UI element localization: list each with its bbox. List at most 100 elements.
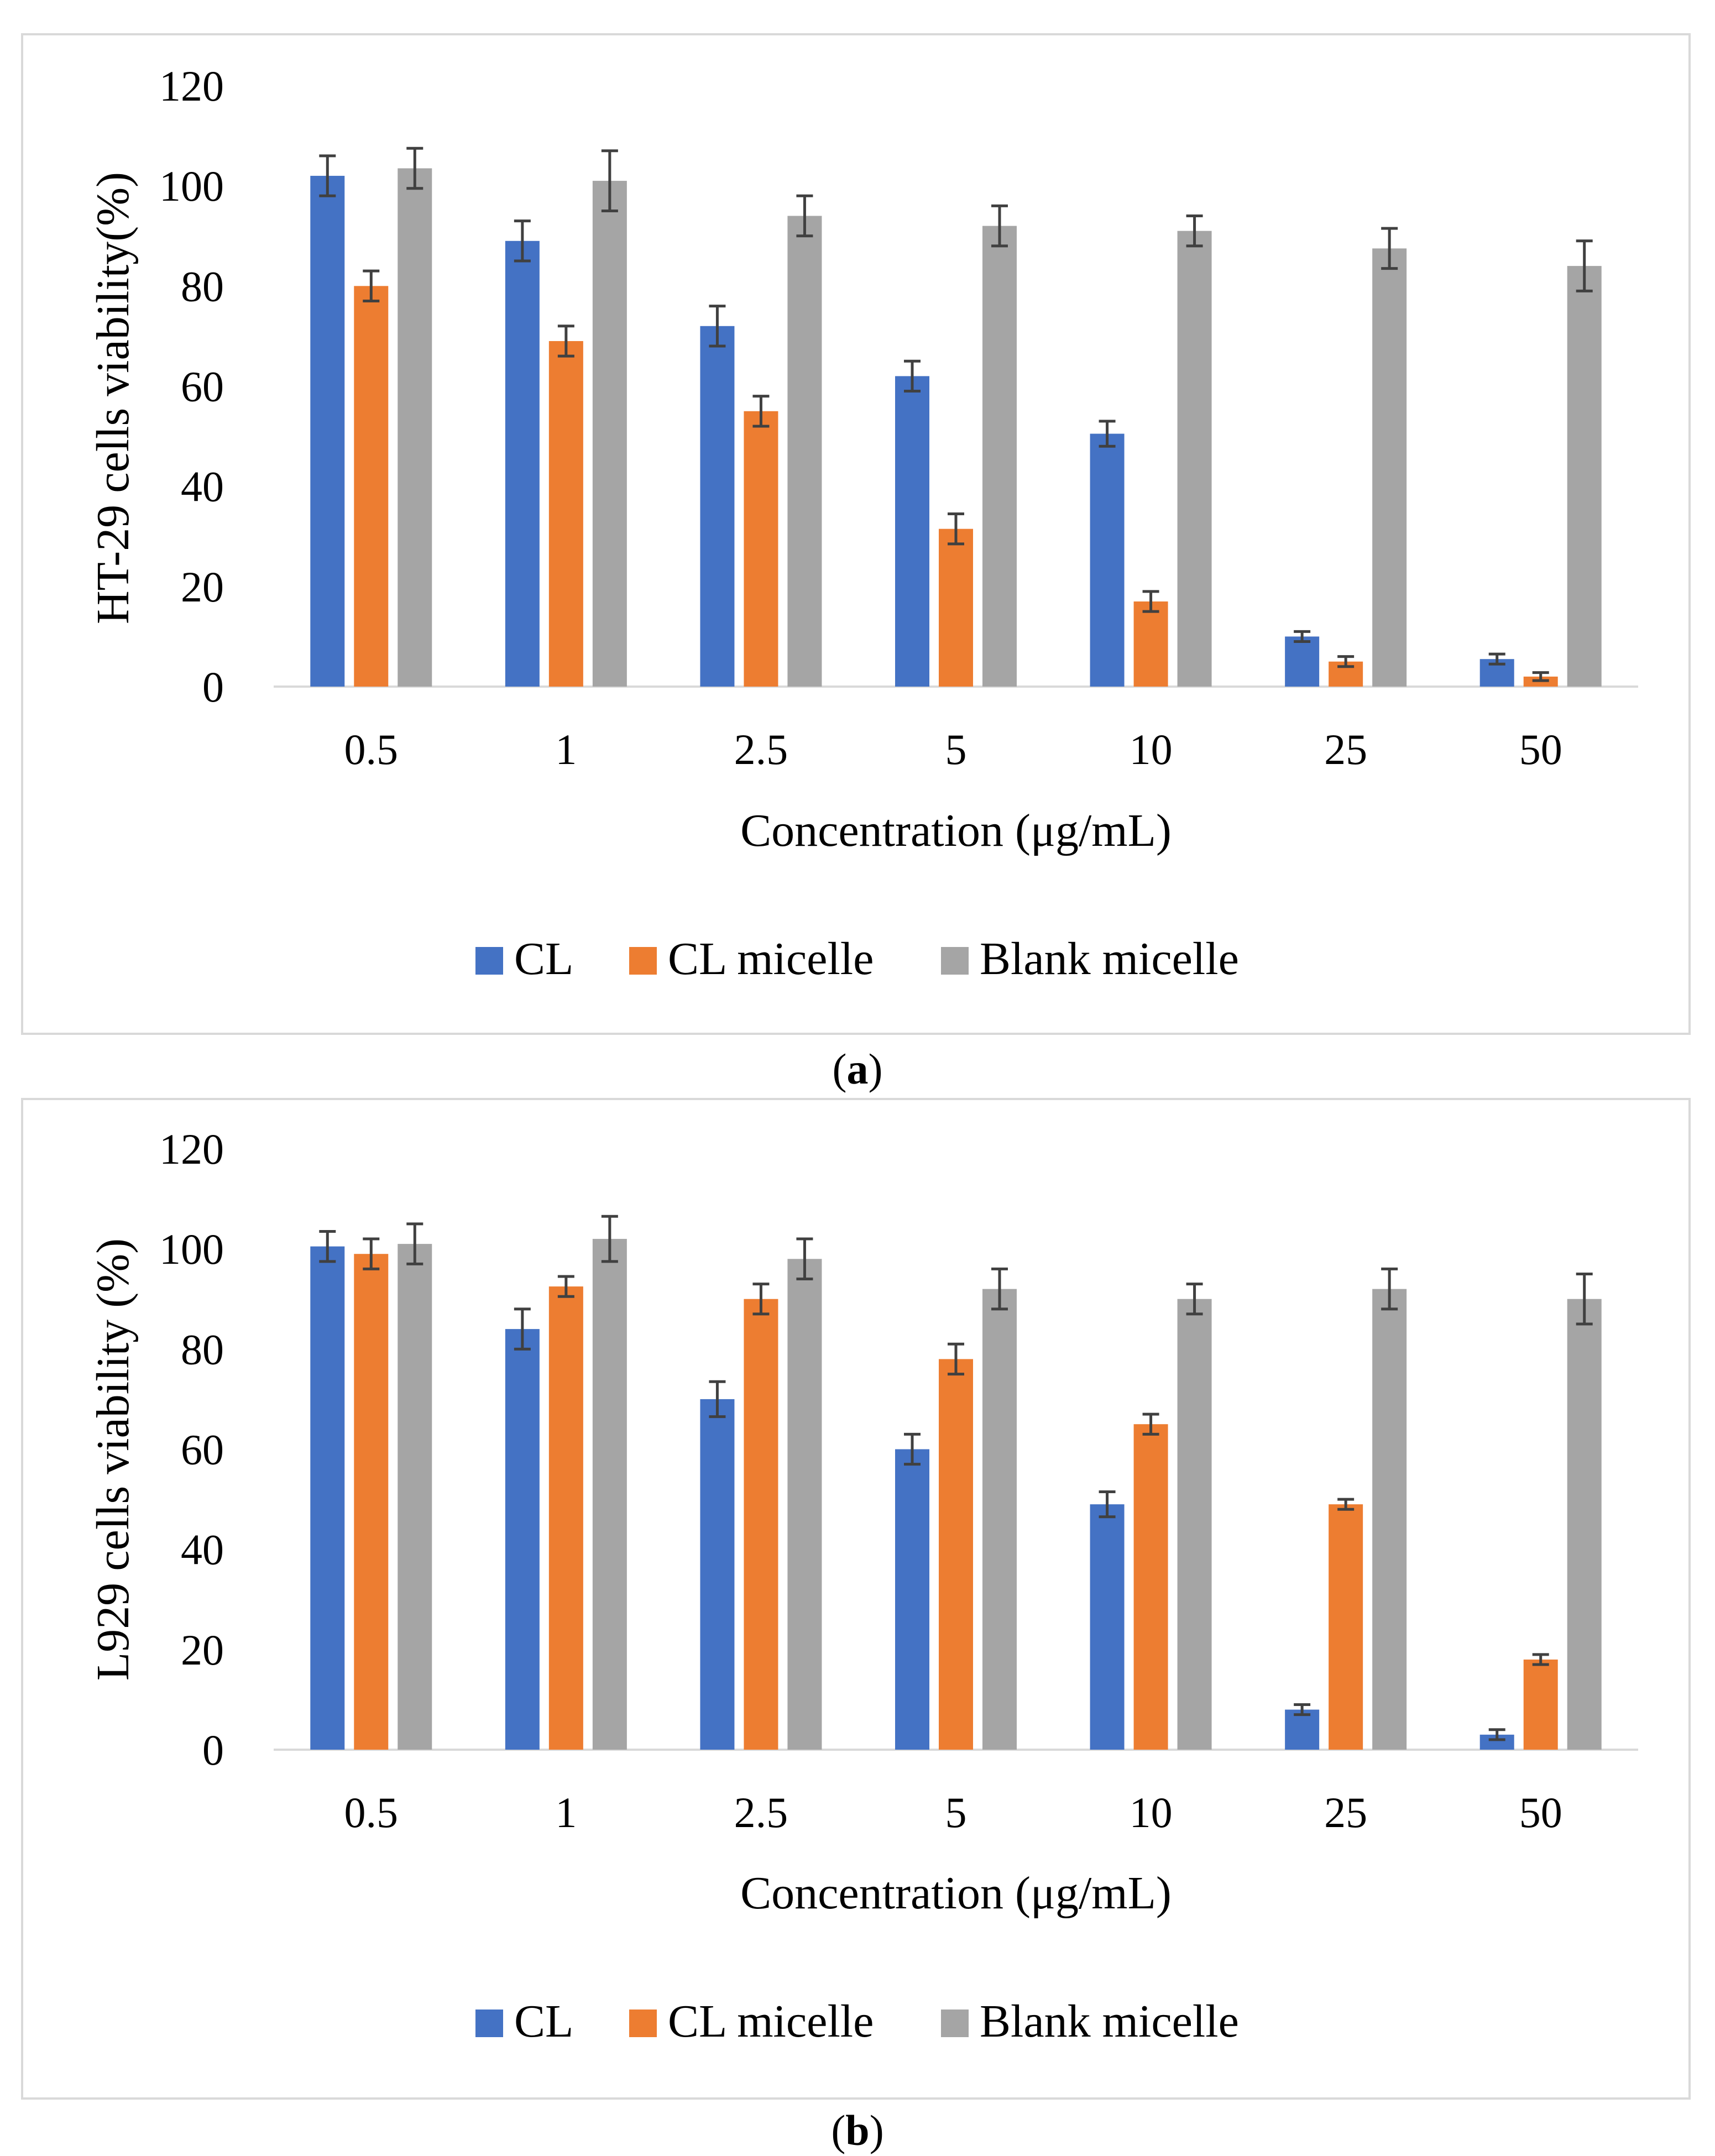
panel-b-error-bar-cl-5 (904, 1432, 921, 1466)
panel-b-error-bar-blank-micelle-10 (1186, 1283, 1203, 1316)
panel-a-bar-cl-micelle-5 (939, 528, 973, 687)
panel-a-legend-label-blank-micelle: Blank micelle (980, 933, 1239, 985)
panel-a-error-bar-cl-1 (514, 219, 531, 263)
panel-a-error-bar-cl-micelle-5 (948, 512, 964, 546)
panel-a-error-bar-cl-micelle-10 (1142, 590, 1159, 613)
panel-b-error-bar-blank-micelle-25 (1381, 1267, 1398, 1311)
panel-b-bar-blank-micelle-0-5 (398, 1244, 432, 1750)
panel-a-bar-cl-25 (1285, 636, 1320, 687)
panel-a-error-bar-blank-micelle-25 (1381, 227, 1398, 270)
panel-b-error-bar-cl-1 (514, 1307, 531, 1351)
panel-b-bar-blank-micelle-1 (592, 1239, 627, 1750)
panel-b-error-bar-cl-micelle-25 (1337, 1498, 1355, 1511)
panel-a-bar-cl-micelle-10 (1133, 601, 1168, 687)
panel-b-error-bar-cl-micelle-50 (1532, 1653, 1549, 1666)
panel-a-error-bar-cl-2-5 (709, 305, 726, 348)
panel-a-error-bar-cl-25 (1294, 630, 1311, 643)
panel-b-bar-cl-micelle-0-5 (354, 1254, 389, 1750)
panel-b-legend-swatch-cl-micelle (629, 2010, 657, 2037)
panel-a-y-tick-label: 0 (202, 663, 224, 711)
panel-a-x-tick-label: 0.5 (344, 725, 399, 773)
panel-a-error-bar-cl-micelle-2-5 (752, 395, 770, 428)
panel-a-y-tick-label: 80 (181, 262, 224, 310)
panel-a-bar-cl-micelle-0-5 (354, 286, 389, 687)
panel-a-y-ticks: 0 20 40 60 80 100 120 (159, 62, 224, 711)
panel-b-y-tick-label: 0 (202, 1726, 224, 1774)
panel-b-frame (21, 1098, 1691, 2100)
panel-b-error-bar-cl-10 (1099, 1490, 1116, 1519)
panel-a-bar-blank-micelle-5 (982, 226, 1017, 687)
panel-b-y-ticks: 0 20 40 60 80 100 120 (159, 1125, 224, 1774)
panel-b-bar-cl-10 (1090, 1504, 1125, 1750)
panel-a-bar-cl-2-5 (700, 326, 735, 687)
panel-b-error-bar-blank-micelle-50 (1576, 1272, 1593, 1326)
panel-a-bar-blank-micelle-25 (1372, 248, 1407, 687)
panel-b: 0 20 40 60 80 100 120 0.5 1 2.5 5 10 25 50 L929 cell… (21, 1098, 1691, 2100)
panel-a-legend-label-cl-micelle: CL micelle (668, 933, 874, 985)
panel-b-y-axis-title: L929 cells viability (%) (87, 1238, 139, 1681)
panel-a-bar-blank-micelle-0-5 (398, 168, 432, 687)
panel-b-bar-cl-micelle-5 (939, 1359, 973, 1750)
panel-a-x-tick-label: 5 (945, 725, 967, 773)
panel-b-bar-cl-micelle-25 (1329, 1504, 1363, 1750)
panel-b-error-bar-cl-micelle-0-5 (363, 1237, 380, 1270)
panel-a-y-tick-label: 40 (181, 463, 224, 511)
panel-b-bar-blank-micelle-2-5 (787, 1259, 822, 1750)
panel-a-error-bar-cl-50 (1488, 652, 1505, 666)
panel-b-error-bar-cl-2-5 (709, 1380, 726, 1419)
panel-b-legend: CL CL micelle Blank micelle (475, 1996, 1239, 2047)
panel-b-error-bar-blank-micelle-1 (601, 1215, 618, 1263)
panel-a-error-bar-cl-10 (1099, 420, 1116, 448)
panel-a-x-tick-label: 2.5 (734, 725, 788, 773)
panel-b-x-tick-label: 25 (1324, 1788, 1367, 1836)
panel-a-x-axis-title: Concentration (μg/mL) (740, 805, 1172, 856)
panel-a-y-axis-title: HT-29 cells viability(%) (87, 172, 139, 624)
panel-b-bar-cl-25 (1285, 1709, 1320, 1750)
panel-b-x-tick-label: 2.5 (734, 1788, 788, 1836)
panel-a-error-bar-blank-micelle-0-5 (406, 146, 423, 190)
panel-a-legend-swatch-cl (475, 947, 503, 975)
panel-b-error-bar-blank-micelle-5 (991, 1267, 1008, 1311)
panel-a: 0 20 40 60 80 100 120 0.5 1 2.5 5 10 25 50 HT-29 cel… (21, 33, 1691, 1035)
panel-a-x-tick-label: 10 (1130, 725, 1173, 773)
panel-b-legend-swatch-cl (475, 2010, 503, 2037)
panel-a-bar-blank-micelle-2-5 (787, 216, 822, 687)
panel-b-caption: (b) (831, 2106, 883, 2154)
panel-a-legend-swatch-cl-micelle (629, 947, 657, 975)
panel-b-error-bar-cl-micelle-5 (948, 1342, 964, 1376)
panel-a-caption: (a) (833, 1045, 883, 1093)
panel-b-bar-cl-2-5 (700, 1399, 735, 1750)
panel-b-x-ticks: 0.5 1 2.5 5 10 25 50 (344, 1788, 1562, 1836)
panel-a-x-tick-label: 50 (1519, 725, 1562, 773)
panel-b-x-tick-label: 10 (1130, 1788, 1173, 1836)
panel-b-bar-cl-1 (505, 1329, 540, 1750)
panel-a-legend-label-cl: CL (514, 933, 573, 985)
panel-b-error-bar-cl-25 (1294, 1703, 1311, 1717)
panel-a-error-bar-cl-micelle-1 (557, 325, 574, 358)
panel-a-frame (21, 33, 1691, 1035)
panel-b-y-tick-label: 100 (159, 1225, 224, 1273)
panel-a-bar-cl-5 (895, 376, 929, 687)
panel-b-bar-blank-micelle-25 (1372, 1289, 1407, 1750)
panel-b-error-bar-cl-50 (1488, 1728, 1505, 1741)
panel-b-y-tick-label: 40 (181, 1526, 224, 1574)
panel-a-bar-blank-micelle-1 (592, 181, 627, 687)
panel-b-error-bar-cl-micelle-2-5 (752, 1283, 770, 1316)
panel-b-x-tick-label: 5 (945, 1788, 967, 1836)
panel-b-x-tick-label: 50 (1519, 1788, 1562, 1836)
panel-a-legend: CL CL micelle Blank micelle (475, 933, 1239, 985)
panel-a-error-bar-cl-micelle-50 (1532, 671, 1549, 682)
panel-b-bar-cl-micelle-10 (1133, 1424, 1168, 1750)
panel-b-legend-label-cl-micelle: CL micelle (668, 1996, 874, 2047)
panel-b-y-tick-label: 20 (181, 1626, 224, 1674)
panel-b-y-tick-label: 120 (159, 1125, 224, 1173)
panel-a-error-bar-blank-micelle-1 (601, 149, 618, 212)
panel-b-error-bar-cl-micelle-10 (1142, 1412, 1159, 1436)
panel-b-x-tick-label: 0.5 (344, 1788, 399, 1836)
panel-b-caption-letter: b (845, 2106, 869, 2154)
panel-a-bar-cl-1 (505, 240, 540, 687)
panel-b-legend-label-blank-micelle: Blank micelle (980, 1996, 1239, 2047)
panel-a-error-bar-cl-micelle-0-5 (363, 269, 380, 303)
panel-b-error-bar-blank-micelle-0-5 (406, 1222, 423, 1265)
